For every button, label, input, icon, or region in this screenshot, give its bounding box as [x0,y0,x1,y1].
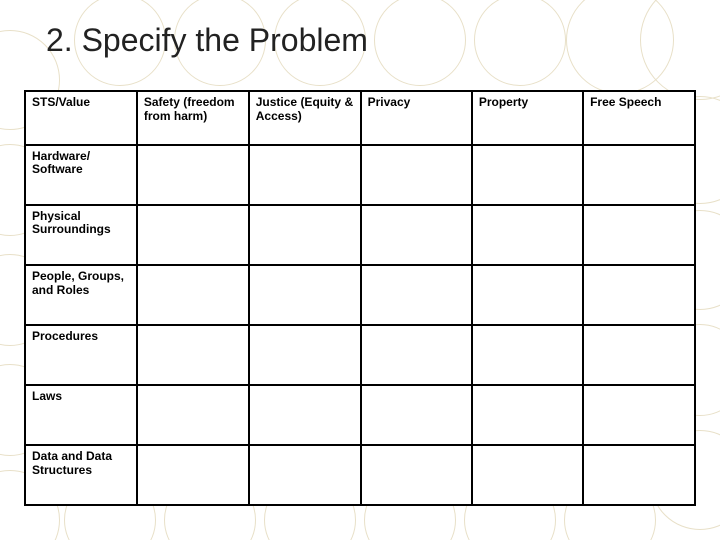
matrix-cell [361,205,472,265]
matrix-cell [249,265,361,325]
matrix-cell [249,385,361,445]
matrix-cell [249,205,361,265]
column-header: Property [472,91,583,145]
bg-circle [566,0,674,94]
matrix-cell [583,145,695,205]
problem-matrix-table: STS/ValueSafety (freedom from harm)Justi… [24,90,696,506]
row-header: People, Groups, and Roles [25,265,137,325]
matrix-cell [137,445,249,505]
matrix-cell [249,325,361,385]
matrix-cell [472,265,583,325]
row-header: Hardware/ Software [25,145,137,205]
bg-circle [474,0,566,86]
matrix-cell [583,325,695,385]
matrix-cell [249,145,361,205]
matrix-cell [361,445,472,505]
matrix-cell [249,445,361,505]
matrix-cell [472,145,583,205]
bg-circle [640,0,720,100]
matrix-cell [472,325,583,385]
row-header: Laws [25,385,137,445]
matrix-cell [583,385,695,445]
matrix-cell [361,265,472,325]
matrix-table: STS/ValueSafety (freedom from harm)Justi… [24,90,696,506]
matrix-cell [137,145,249,205]
column-header: Justice (Equity & Access) [249,91,361,145]
slide-title: 2. Specify the Problem [46,22,368,59]
column-header: Safety (freedom from harm) [137,91,249,145]
matrix-cell [137,205,249,265]
matrix-cell [137,385,249,445]
matrix-cell [137,325,249,385]
row-header: Physical Surroundings [25,205,137,265]
matrix-cell [361,385,472,445]
matrix-cell [472,205,583,265]
matrix-cell [583,445,695,505]
corner-header: STS/Value [25,91,137,145]
row-header: Procedures [25,325,137,385]
matrix-cell [472,445,583,505]
matrix-cell [472,385,583,445]
column-header: Free Speech [583,91,695,145]
matrix-cell [137,265,249,325]
matrix-cell [361,325,472,385]
row-header: Data and Data Structures [25,445,137,505]
matrix-cell [583,265,695,325]
column-header: Privacy [361,91,472,145]
matrix-cell [583,205,695,265]
bg-circle [374,0,466,86]
matrix-cell [361,145,472,205]
